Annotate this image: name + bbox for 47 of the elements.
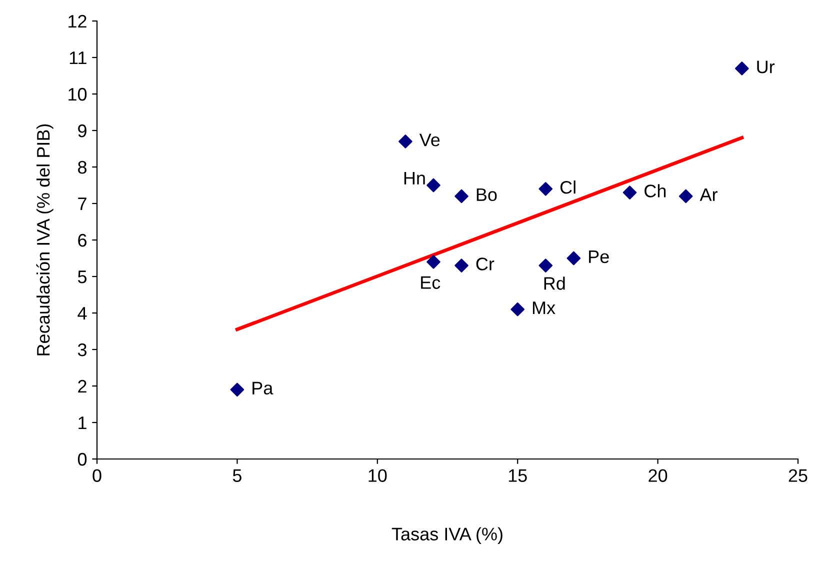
point (398, 134, 412, 148)
y-tick-label: 9 (78, 124, 86, 138)
x-tick-label: 20 (648, 469, 668, 482)
y-tick-label: 2 (78, 380, 86, 393)
x-tick-label: 0 (92, 469, 102, 482)
x-tick-label: 10 (368, 469, 387, 482)
point (678, 189, 693, 204)
x-tick-label: 25 (788, 469, 808, 482)
annotation: Bo (476, 188, 497, 202)
annotation: Pa (252, 382, 274, 394)
annotation: Ur (757, 60, 775, 74)
y-tick-label: 7 (78, 198, 86, 210)
point (622, 186, 637, 200)
y-axis-title: Recaudación IVA (% del PIB) (36, 124, 54, 356)
point (566, 251, 581, 266)
y-tick-label: 12 (68, 14, 86, 28)
x-tick-label: 15 (508, 469, 527, 482)
annotation: Pe (589, 250, 609, 264)
point (230, 382, 244, 397)
annotation: Ve (419, 134, 440, 146)
y-tick-label: 11 (70, 52, 86, 64)
y-tick-label: 4 (78, 307, 87, 320)
annotation: Rd (544, 276, 565, 290)
annotation: Cr (476, 258, 494, 270)
point (426, 254, 440, 269)
annotation: Hn (404, 172, 425, 184)
point (454, 189, 468, 204)
point (538, 182, 553, 196)
annotation: Ch (644, 184, 666, 198)
y-tick-label: 5 (78, 270, 87, 284)
point (454, 258, 468, 272)
point (510, 302, 525, 316)
y-tick-label: 1 (78, 416, 86, 430)
annotation: Ar (700, 188, 718, 201)
y-tick-label: 3 (78, 343, 86, 356)
y-tick-label: 0 (78, 452, 87, 466)
point (426, 178, 440, 192)
annotation: Cl (560, 180, 576, 194)
y-tick-label: 10 (68, 88, 87, 101)
point (538, 258, 553, 272)
point (735, 62, 749, 76)
y-tick-label: 6 (78, 234, 86, 247)
x-axis-title: Tasas IVA (%) (392, 527, 502, 544)
annotation: Ec (421, 276, 440, 289)
x-tick-label: 5 (232, 469, 242, 482)
y-tick-label: 8 (78, 160, 86, 174)
annotation: Mx (532, 302, 556, 314)
